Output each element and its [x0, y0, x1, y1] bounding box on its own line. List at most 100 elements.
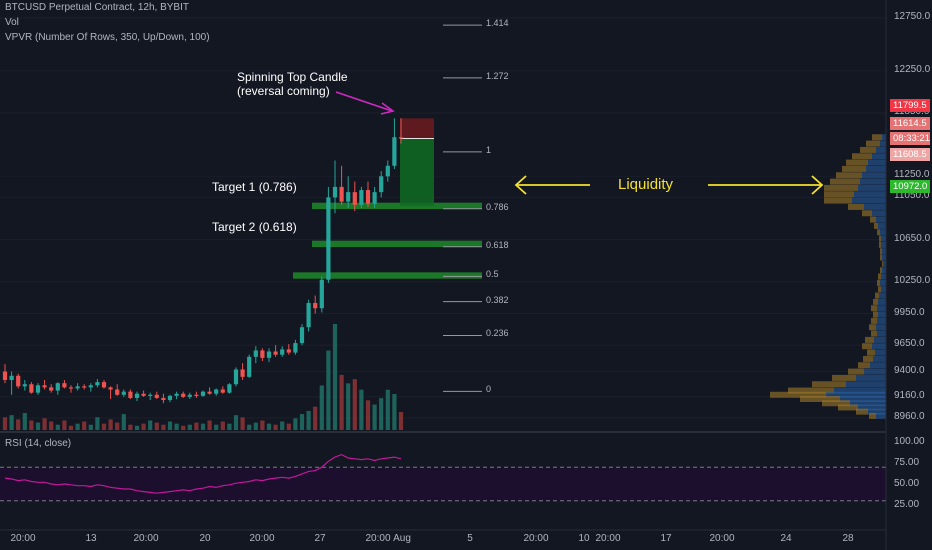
candle-body — [194, 394, 199, 396]
candle-body — [319, 279, 324, 309]
vol-legend[interactable]: Vol — [5, 17, 19, 28]
candle-body — [95, 382, 100, 386]
rsi-pane — [0, 453, 886, 502]
vpvr-row-up — [850, 400, 886, 407]
volume-bar — [372, 404, 377, 430]
volume-bar — [240, 417, 245, 430]
time-tick-label: 20:00 — [10, 533, 36, 544]
candle-body — [75, 386, 80, 389]
fib-level-label: 0.786 — [486, 201, 509, 212]
volume-bar — [352, 379, 357, 430]
vpvr-row-up — [880, 229, 886, 236]
candle-body — [326, 197, 331, 280]
symbol-legend[interactable]: BTCUSD Perpetual Contract, 12h, BYBIT — [5, 2, 189, 13]
volume-bar — [22, 413, 27, 430]
vpvr-row-up — [877, 305, 886, 312]
volume-bar — [161, 424, 166, 430]
vpvr-legend[interactable]: VPVR (Number Of Rows, 350, Up/Down, 100) — [5, 32, 210, 43]
short-position-tool[interactable] — [400, 118, 434, 206]
price-tick-label: 9950.0 — [894, 306, 925, 318]
vpvr-row-down — [862, 343, 872, 350]
vpvr-row-up — [864, 368, 886, 375]
price-tick-label: 11050.0 — [894, 190, 930, 202]
volume-bar — [82, 421, 87, 430]
vpvr-row-up — [834, 387, 886, 394]
candle-body — [154, 394, 159, 398]
candle-body — [286, 349, 291, 353]
vpvr-row-down — [800, 396, 840, 403]
vpvr-row-up — [878, 222, 886, 229]
price-tick-label: 9160.0 — [894, 389, 925, 401]
volume-bar — [2, 417, 8, 430]
vpvr-row-down — [878, 286, 881, 293]
volume-bar — [385, 389, 390, 430]
target1-annotation: Target 1 (0.786) — [212, 180, 297, 194]
price-tick-label: 9400.0 — [894, 364, 925, 376]
vpvr-row-down — [812, 381, 846, 388]
volume-bar — [128, 424, 133, 430]
volume-bar — [273, 424, 278, 430]
rsi-line — [4, 453, 402, 494]
fib-level-label: 0.236 — [486, 328, 509, 339]
vpvr-row-up — [874, 336, 886, 343]
time-tick-label: 10 — [578, 533, 590, 544]
vpvr-row-down — [879, 235, 881, 242]
vpvr-row-down — [848, 203, 864, 210]
vpvr-row-down — [880, 248, 882, 255]
candle-body — [9, 375, 14, 381]
rsi-tick-label: 25.00 — [894, 499, 920, 510]
candle-body — [128, 391, 133, 398]
volume-bar — [154, 422, 159, 430]
vpvr-row-up — [872, 153, 886, 160]
volume-bar — [392, 393, 397, 430]
price-tick-label: 9650.0 — [894, 338, 925, 350]
time-tick-label: 20:00 — [523, 533, 549, 544]
vpvr-row-down — [858, 362, 870, 369]
vpvr-row-down — [832, 374, 856, 381]
vpvr-row-down — [862, 210, 872, 217]
vpvr-row-down — [874, 222, 878, 229]
vpvr-row-up — [882, 248, 886, 255]
volume-bar — [68, 425, 74, 430]
vpvr-row-down — [860, 146, 876, 153]
candle-body — [88, 385, 93, 388]
vpvr-row-down — [879, 241, 881, 248]
liquidity-left-arrow-head — [514, 175, 527, 195]
vpvr-row-down — [852, 153, 872, 160]
candle-body — [161, 397, 166, 401]
volume-bar — [101, 423, 107, 430]
candle-body — [108, 387, 113, 390]
vpvr-row-up — [876, 324, 886, 331]
rsi-legend[interactable]: RSI (14, close) — [5, 438, 72, 449]
candle-body — [379, 176, 384, 193]
vpvr-row-up — [880, 279, 886, 286]
time-tick-label: 20:00 — [133, 533, 159, 544]
volume-bar — [313, 406, 318, 430]
vpvr-row-up — [862, 172, 886, 179]
candle-body — [82, 386, 87, 388]
price-tick-label: 10650.0 — [894, 232, 931, 244]
vpvr-row-down — [846, 159, 868, 166]
vpvr-row-down — [869, 324, 876, 331]
vpvr-row-up — [868, 159, 886, 166]
vpvr-row-up — [872, 210, 886, 217]
vpvr-row-down — [838, 404, 858, 411]
volume-bar — [233, 415, 239, 430]
volume-bar — [134, 425, 140, 430]
vpvr-row-down — [824, 184, 858, 191]
spinning-top-arrow-shaft — [335, 91, 393, 112]
price-tick-label: 12750.0 — [894, 11, 931, 22]
candle-body — [233, 369, 239, 385]
vpvr-row-up — [882, 134, 886, 141]
candle-body — [101, 382, 107, 388]
vpvr-row-up — [860, 178, 886, 185]
candle-body — [207, 391, 212, 394]
fib-zone-0.5 — [293, 272, 482, 279]
vpvr-row-down — [866, 140, 880, 147]
volume-bar — [214, 424, 219, 430]
volume-bar — [9, 415, 14, 430]
vpvr-row-down — [824, 197, 852, 204]
candle-body — [141, 393, 146, 396]
price-tick-label: 8960.0 — [894, 411, 925, 422]
